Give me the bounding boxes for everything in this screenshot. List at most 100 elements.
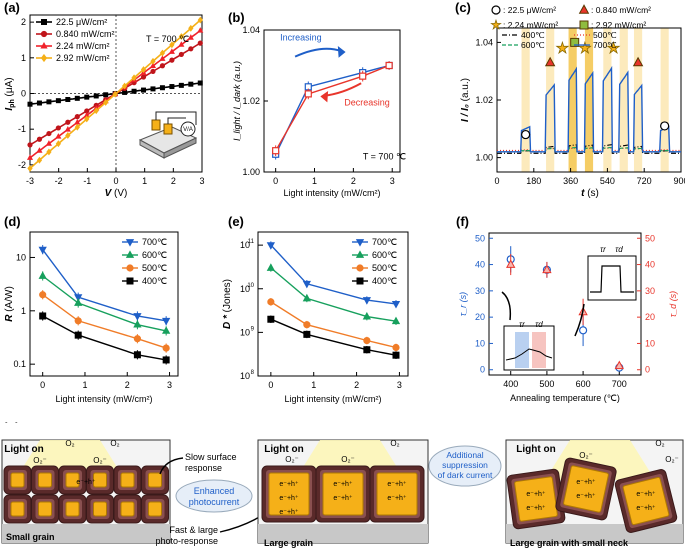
tilted-grain-core [622,476,670,526]
series-line-0 [42,249,167,322]
oxygen: O₂ [655,439,664,448]
series-line-1 [275,64,390,152]
data-point [65,96,71,102]
data-point [197,27,204,33]
electron-hole: e⁻+h⁺ [279,481,299,488]
additional-label: suppression [442,460,488,470]
y-axis-label-right: τ_d (s) [668,291,678,317]
series-line-1 [270,267,397,322]
slow-surface-label: Slow surface [185,452,237,462]
intensity-marker [606,40,621,55]
small-grain-core [65,501,80,517]
inset-label: τd [535,320,543,329]
data-point [131,88,137,94]
data-point [38,271,47,279]
legend-marker [40,53,48,63]
data-point [304,90,312,98]
data-point [169,41,175,49]
data-point [303,321,311,329]
series-line-1 [497,147,681,151]
plot-frame [29,231,179,377]
y-axis-unit: (Jones) [222,279,233,315]
y-tick-label: 1.02 [242,96,260,106]
data-point [64,126,71,132]
oxygen: O₂ [390,439,399,448]
increasing-arrowhead [337,45,346,58]
light-on-label: Light on [4,444,43,455]
y-tick-label: -1 [18,124,26,134]
intensity-marker [632,56,644,67]
decreasing-arrowhead [320,91,329,103]
data-point [159,85,165,91]
data-point [149,62,157,68]
light-on-band [568,28,577,172]
intensity-marker [570,37,580,47]
electron-hole: e⁻+h⁺ [279,509,299,516]
panel-label: (d) [4,214,21,229]
data-point [38,246,47,255]
panel-c-label: (c) [455,0,471,15]
data-point [55,133,62,139]
y-tick-label: 1.00 [242,167,260,177]
data-point [46,99,52,105]
y-tick-label-left: 30 [475,286,485,296]
x-tick-label: 2 [354,380,359,390]
tilted-grain [555,457,617,521]
oxygen: O₂ [65,439,74,448]
electrode [151,119,161,131]
series-line-0 [270,244,397,305]
data-point [267,315,275,323]
data-point [74,114,80,120]
data-point [65,132,71,139]
data-point [391,316,401,325]
small-grain-core [148,472,162,488]
tilted-grain [506,468,566,530]
data-point [133,313,142,321]
small-grain-core [10,501,25,517]
legend-label: 700℃ [372,237,397,247]
y-axis-label: I_light / I_dark (a.u.) [232,61,242,141]
intensity-marker [555,40,570,55]
data-point [188,46,194,52]
data-point [162,356,170,364]
series-line-2 [270,301,397,349]
data-point [121,82,128,90]
data-point [112,90,118,98]
legend-marker [125,239,135,247]
y-axis-symbol: I / I₀ [460,104,471,122]
legend-marker [579,20,589,30]
large-grain-core [376,472,418,516]
legend-label: : 22.5 μW/cm² [503,5,556,15]
y-axis-unit: (a.u.) [460,78,471,104]
y-axis-label-left: τ_r (s) [458,292,468,316]
y-axis-unit: (μA) [4,77,15,99]
data-point [84,94,90,100]
legend-label: 500℃ [142,263,167,273]
x-tick-label: 360 [563,176,578,186]
inset-label: τr [600,245,606,254]
annotation: T = 700 ℃ [363,152,406,162]
legend-label: 500℃ [593,30,617,40]
electron-hole: e⁻+h⁺ [333,495,353,502]
legend-marker [355,250,365,258]
data-point [169,57,175,63]
data-point [46,148,52,156]
data-point [168,48,175,54]
y-tick-label: 1 [21,53,26,63]
intensity-marker [521,129,531,140]
data-point [74,317,82,325]
x-tick-label: 540 [600,176,615,186]
legend-label: 22.5 μW/cm² [56,17,107,27]
x-tick-label: 700 [612,379,627,389]
data-point [133,351,141,359]
series-line-3 [497,65,681,153]
data-point [84,115,90,123]
x-axis-label: Light intensity (mW/cm²) [55,394,152,404]
y-tick-label: 0.1 [13,359,26,369]
x-axis-label: Light intensity (mW/cm²) [283,188,380,198]
data-point [188,24,194,32]
x-tick-label: 2 [125,380,130,390]
caption: Large grain [264,538,313,548]
data-point [162,317,171,326]
y-axis-symbol: R [4,314,15,322]
